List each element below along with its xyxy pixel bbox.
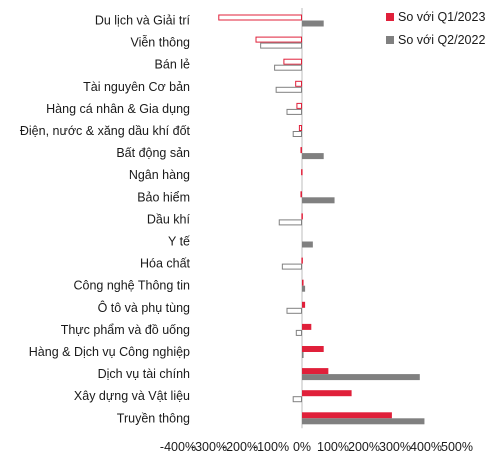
category-label: Truyền thông [117,411,190,425]
category-label: Dầu khí [147,212,191,226]
bar-q2-2022 [286,108,302,115]
category-label: Du lịch và Giải trí [95,14,191,28]
x-tick-label: -400% [160,440,196,454]
bar-q2-2022 [302,374,420,381]
bar-q1-2023 [301,257,303,264]
bar-q2-2022 [302,285,306,292]
bar-q2-2022 [292,396,303,403]
legend-label: So với Q2/2022 [398,33,485,47]
bar-q2-2022 [281,263,303,270]
bar-q2-2022 [302,241,313,248]
category-label: Thực phẩm và đồ uống [61,323,190,337]
x-tick-label: 0% [293,440,311,454]
category-label: Hóa chất [140,257,191,271]
category-label: Viễn thông [130,35,190,50]
bar-q1-2023 [302,301,306,308]
bars-group [218,14,425,425]
bar-q1-2023 [283,58,302,65]
bar-q1-2023 [218,14,302,21]
category-label: Tài nguyên Cơ bản [83,80,190,94]
x-tick-label: 400% [410,440,442,454]
legend-label: So với Q1/2023 [398,10,485,24]
x-tick-label: 300% [379,440,411,454]
bar-q2-2022 [260,42,302,49]
category-label: Dịch vụ tài chính [98,367,190,381]
x-tick-label: -100% [253,440,289,454]
bar-q1-2023 [302,279,304,286]
category-label: Điện, nước & xăng dầu khí đốt [20,124,191,138]
bar-q1-2023 [255,36,302,43]
bar-q2-2022 [302,352,304,358]
category-label: Hàng cá nhân & Gia dụng [46,102,190,116]
category-labels: Du lịch và Giải trí Viễn thông Bán lẻ Tài n… [20,14,191,426]
bar-q1-2023 [300,147,303,154]
category-label: Bán lẻ [155,58,190,72]
bar-q2-2022 [302,197,335,204]
x-tick-label: 500% [441,440,473,454]
bar-q1-2023 [302,368,329,375]
bar-q1-2023 [300,191,303,198]
legend-swatch [386,36,394,44]
bar-q1-2023 [295,80,302,87]
bar-q2-2022 [274,64,303,71]
bar-q2-2022 [295,329,302,336]
bar-q2-2022 [275,86,302,93]
category-label: Y tế [168,235,190,249]
bar-q1-2023 [301,169,303,176]
bar-q2-2022 [302,418,425,425]
bar-q2-2022 [302,20,324,27]
category-label: Ngân hàng [129,168,190,182]
bar-q1-2023 [298,125,302,131]
x-tick-labels: -400%-300%-200%-100% 0% 100% 200% 300% 400% 50… [160,440,473,454]
category-label: Hàng & Dịch vụ Công nghiệp [29,345,190,359]
bar-q2-2022 [292,131,303,137]
bar-q1-2023 [302,390,352,397]
x-tick-label: -300% [191,440,227,454]
legend-swatch [386,13,394,21]
bar-q1-2023 [296,102,303,109]
x-tick-label: -200% [222,440,258,454]
bar-q2-2022 [286,307,302,314]
bar-q1-2023 [302,412,392,419]
category-label: Công nghệ Thông tin [73,279,190,293]
bar-q1-2023 [302,323,312,330]
category-label: Bảo hiểm [137,190,190,204]
x-tick-label: 200% [348,440,380,454]
category-label: Ô tô và phụ tùng [98,300,190,315]
bar-q1-2023 [301,213,303,220]
bar-q1-2023 [302,346,324,352]
bar-q2-2022 [302,153,324,160]
category-label: Bất động sản [116,146,190,160]
category-label: Xây dựng và Vật liệu [74,389,190,403]
legend: So với Q1/2023 So với Q2/2022 [386,10,485,47]
x-tick-label: 100% [317,440,349,454]
bar-q2-2022 [278,219,302,226]
